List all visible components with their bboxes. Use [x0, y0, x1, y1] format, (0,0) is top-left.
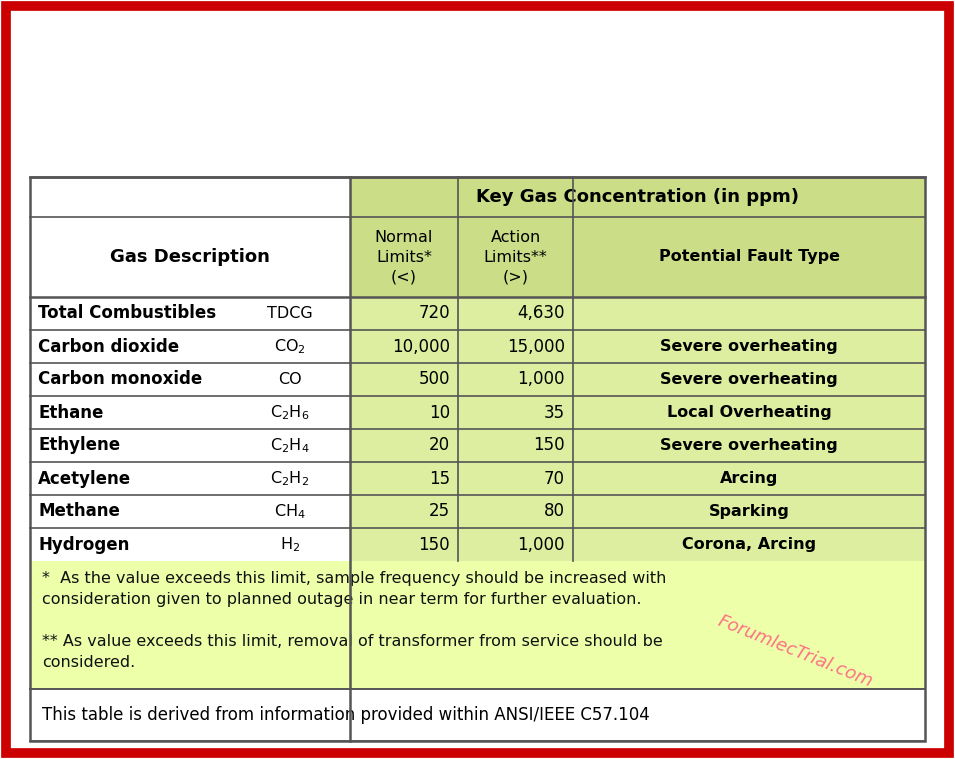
Bar — [30, 495, 230, 528]
Text: Total Combustibles: Total Combustibles — [38, 304, 216, 323]
Text: Action
Limits**
(>): Action Limits** (>) — [483, 230, 547, 285]
Text: Key Gas Concentration (in ppm): Key Gas Concentration (in ppm) — [476, 188, 799, 206]
Text: 150: 150 — [418, 536, 450, 553]
Text: TDCG: TDCG — [267, 306, 313, 321]
Text: Carbon dioxide: Carbon dioxide — [38, 338, 180, 355]
Text: 4,630: 4,630 — [518, 304, 565, 323]
Text: Hydrogen: Hydrogen — [38, 536, 129, 553]
Text: This table is derived from information provided within ANSI/IEEE C57.104: This table is derived from information p… — [42, 706, 649, 724]
Text: ForumlecTrial.com: ForumlecTrial.com — [714, 612, 875, 691]
Bar — [230, 495, 350, 528]
Bar — [230, 528, 350, 561]
Bar — [350, 330, 458, 363]
Bar — [30, 330, 230, 363]
Bar — [30, 528, 230, 561]
Text: Sparking: Sparking — [709, 504, 790, 519]
Bar — [30, 177, 350, 297]
Text: 720: 720 — [418, 304, 450, 323]
Text: Severe overheating: Severe overheating — [660, 372, 838, 387]
Bar — [30, 363, 230, 396]
Bar — [230, 330, 350, 363]
Bar — [230, 363, 350, 396]
Text: 70: 70 — [544, 470, 565, 487]
Bar — [350, 297, 458, 330]
Bar — [573, 495, 925, 528]
Text: CO$_2$: CO$_2$ — [274, 337, 306, 356]
Bar — [573, 396, 925, 429]
Text: Ethane: Ethane — [38, 404, 103, 421]
Text: 1,000: 1,000 — [518, 536, 565, 553]
Bar — [30, 177, 925, 741]
Text: 20: 20 — [429, 436, 450, 455]
Text: Local Overheating: Local Overheating — [667, 405, 832, 420]
Text: Normal
Limits*
(<): Normal Limits* (<) — [374, 230, 434, 285]
Text: 10: 10 — [429, 404, 450, 421]
Bar — [230, 396, 350, 429]
Bar — [573, 462, 925, 495]
Bar — [350, 396, 458, 429]
Text: C$_2$H$_4$: C$_2$H$_4$ — [270, 436, 309, 455]
Text: CH$_4$: CH$_4$ — [274, 502, 306, 521]
Text: 15: 15 — [429, 470, 450, 487]
Bar — [30, 462, 230, 495]
Bar — [458, 396, 573, 429]
Text: 500: 500 — [418, 370, 450, 389]
Bar — [458, 495, 573, 528]
Bar — [30, 429, 230, 462]
Text: 35: 35 — [544, 404, 565, 421]
Bar — [30, 297, 230, 330]
Bar — [573, 429, 925, 462]
Text: Gas Description: Gas Description — [110, 248, 270, 266]
Bar — [350, 217, 458, 297]
Text: 1,000: 1,000 — [518, 370, 565, 389]
Text: 150: 150 — [534, 436, 565, 455]
Bar — [350, 363, 458, 396]
Bar — [573, 217, 925, 297]
Bar — [30, 396, 230, 429]
Text: H$_2$: H$_2$ — [280, 535, 300, 554]
Bar — [458, 217, 573, 297]
Bar — [458, 429, 573, 462]
Text: 80: 80 — [544, 502, 565, 521]
Bar — [350, 495, 458, 528]
Bar — [458, 462, 573, 495]
Bar — [350, 528, 458, 561]
Bar — [458, 297, 573, 330]
Text: Potential Fault Type: Potential Fault Type — [659, 250, 839, 264]
Bar — [230, 297, 350, 330]
Bar — [350, 177, 925, 217]
Bar — [30, 561, 925, 689]
Text: Arcing: Arcing — [720, 471, 778, 486]
Bar — [230, 462, 350, 495]
Bar — [230, 429, 350, 462]
Text: CO: CO — [278, 372, 302, 387]
Text: 10,000: 10,000 — [392, 338, 450, 355]
Bar — [458, 363, 573, 396]
Bar — [573, 363, 925, 396]
Text: *  As the value exceeds this limit, sample frequency should be increased with
co: * As the value exceeds this limit, sampl… — [42, 571, 667, 670]
Bar — [573, 528, 925, 561]
Text: Severe overheating: Severe overheating — [660, 438, 838, 453]
Text: C$_2$H$_6$: C$_2$H$_6$ — [270, 403, 309, 422]
Bar — [350, 462, 458, 495]
Text: Methane: Methane — [38, 502, 120, 521]
Bar — [458, 330, 573, 363]
Bar — [458, 528, 573, 561]
Bar — [30, 689, 925, 741]
Text: 25: 25 — [429, 502, 450, 521]
Text: Carbon monoxide: Carbon monoxide — [38, 370, 202, 389]
Text: Corona, Arcing: Corona, Arcing — [682, 537, 817, 552]
Text: 15,000: 15,000 — [507, 338, 565, 355]
Bar — [573, 297, 925, 330]
Text: Ethylene: Ethylene — [38, 436, 120, 455]
Text: Severe overheating: Severe overheating — [660, 339, 838, 354]
Bar — [573, 330, 925, 363]
Text: Acetylene: Acetylene — [38, 470, 131, 487]
Text: C$_2$H$_2$: C$_2$H$_2$ — [270, 469, 309, 488]
Bar — [350, 429, 458, 462]
